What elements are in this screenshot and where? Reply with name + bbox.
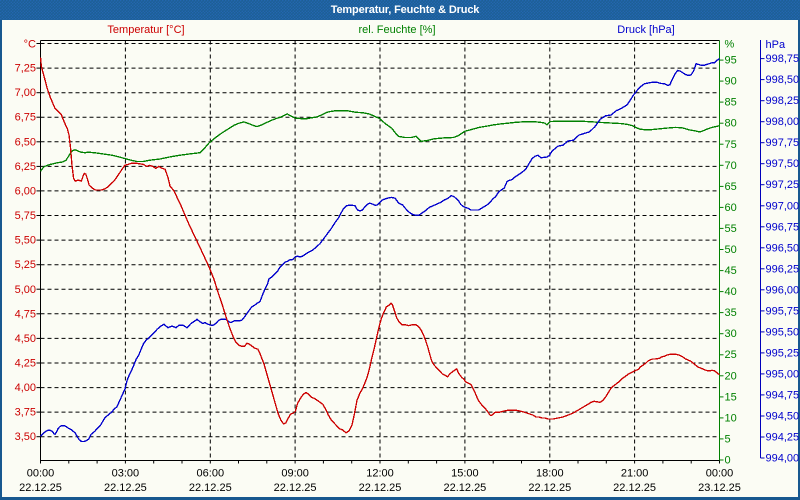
svg-text:994,25: 994,25 [766,432,800,444]
svg-text:22.12.25: 22.12.25 [528,482,571,494]
svg-text:hPa: hPa [766,39,786,51]
svg-text:0: 0 [725,455,731,467]
svg-text:30: 30 [725,328,737,340]
svg-text:996,00: 996,00 [766,284,800,296]
svg-text:20: 20 [725,370,737,382]
svg-text:7,25: 7,25 [15,63,36,75]
svg-text:80: 80 [725,118,737,130]
svg-text:22.12.25: 22.12.25 [189,482,232,494]
svg-text:4,25: 4,25 [15,358,36,370]
svg-text:22.12.25: 22.12.25 [613,482,656,494]
svg-text:90: 90 [725,76,737,88]
svg-text:4,75: 4,75 [15,308,36,320]
svg-text:55: 55 [725,223,737,235]
svg-text:40: 40 [725,286,737,298]
svg-text:50: 50 [725,244,737,256]
svg-text:998,00: 998,00 [766,116,800,128]
svg-text:3,50: 3,50 [15,431,36,443]
svg-text:997,00: 997,00 [766,200,800,212]
svg-text:6,25: 6,25 [15,161,36,173]
svg-text:75: 75 [725,139,737,151]
svg-text:35: 35 [725,307,737,319]
svg-text:997,50: 997,50 [766,158,800,170]
svg-text:%: % [725,39,735,51]
svg-text:12:00: 12:00 [366,468,394,480]
svg-text:997,75: 997,75 [766,137,800,149]
svg-text:10: 10 [725,412,737,424]
svg-text:15: 15 [725,391,737,403]
svg-text:994,50: 994,50 [766,411,800,423]
svg-text:6,50: 6,50 [15,136,36,148]
svg-text:45: 45 [725,265,737,277]
svg-text:95: 95 [725,55,737,67]
svg-text:998,50: 998,50 [766,74,800,86]
svg-text:3,75: 3,75 [15,407,36,419]
svg-text:°C: °C [24,39,36,51]
svg-text:22.12.25: 22.12.25 [274,482,317,494]
svg-text:85: 85 [725,97,737,109]
svg-text:995,25: 995,25 [766,347,800,359]
svg-text:09:00: 09:00 [281,468,309,480]
svg-text:25: 25 [725,349,737,361]
svg-text:997,25: 997,25 [766,179,800,191]
svg-text:21:00: 21:00 [621,468,649,480]
svg-text:5,50: 5,50 [15,235,36,247]
svg-text:65: 65 [725,181,737,193]
svg-text:5: 5 [725,433,731,445]
svg-text:22.12.25: 22.12.25 [19,482,62,494]
svg-text:03:00: 03:00 [112,468,140,480]
svg-text:996,50: 996,50 [766,242,800,254]
svg-text:995,00: 995,00 [766,368,800,380]
svg-text:5,00: 5,00 [15,284,36,296]
svg-text:6,00: 6,00 [15,185,36,197]
svg-text:22.12.25: 22.12.25 [359,482,402,494]
svg-text:996,75: 996,75 [766,221,800,233]
svg-text:00:00: 00:00 [27,468,55,480]
svg-text:6,75: 6,75 [15,112,36,124]
svg-text:23.12.25: 23.12.25 [698,482,741,494]
svg-text:998,75: 998,75 [766,53,800,65]
svg-text:5,25: 5,25 [15,259,36,271]
svg-text:998,25: 998,25 [766,95,800,107]
svg-text:4,00: 4,00 [15,382,36,394]
svg-text:18:00: 18:00 [536,468,564,480]
svg-text:5,75: 5,75 [15,210,36,222]
svg-text:70: 70 [725,160,737,172]
svg-text:994,75: 994,75 [766,389,800,401]
svg-text:60: 60 [725,202,737,214]
svg-text:4,50: 4,50 [15,333,36,345]
svg-text:995,75: 995,75 [766,305,800,317]
svg-text:00:00: 00:00 [706,468,734,480]
svg-text:22.12.25: 22.12.25 [443,482,486,494]
svg-text:996,25: 996,25 [766,263,800,275]
svg-text:15:00: 15:00 [451,468,479,480]
svg-text:995,50: 995,50 [766,326,800,338]
svg-text:06:00: 06:00 [197,468,225,480]
svg-text:22.12.25: 22.12.25 [104,482,147,494]
svg-text:994,00: 994,00 [766,453,800,465]
svg-text:7,00: 7,00 [15,87,36,99]
